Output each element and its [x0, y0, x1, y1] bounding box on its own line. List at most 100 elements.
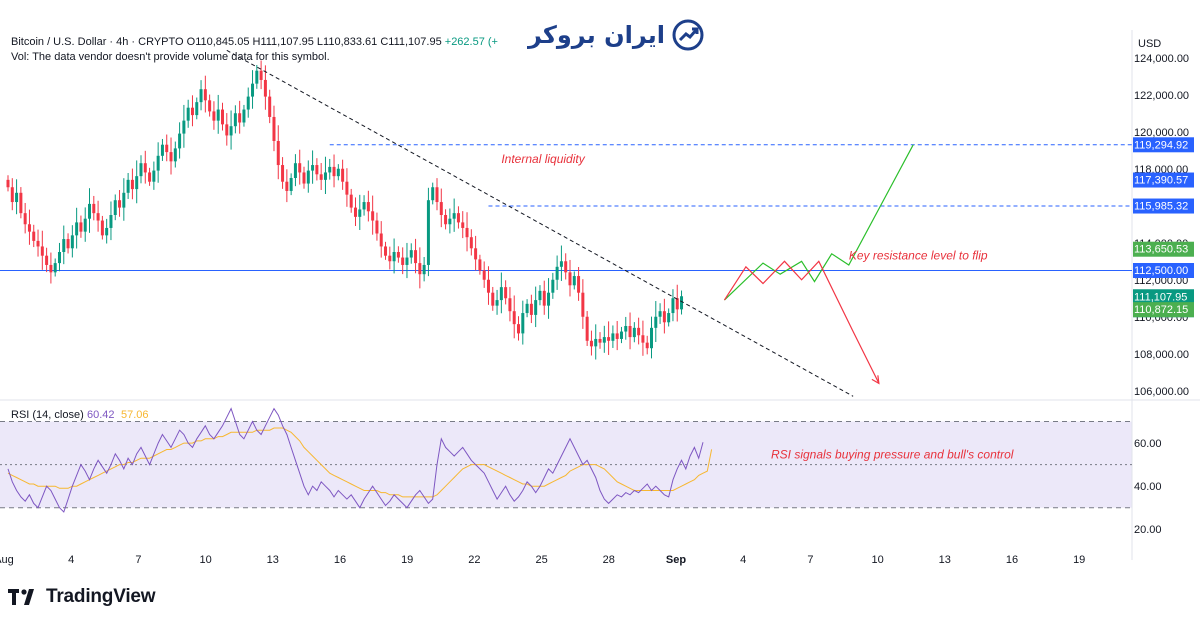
candle-body	[216, 109, 220, 121]
candle-body	[353, 207, 357, 217]
price-tag-label: 111,107.95	[1134, 291, 1187, 303]
rsi-band-lines	[0, 421, 1132, 509]
candle-body	[405, 257, 409, 265]
candle-body	[92, 203, 96, 214]
descending-trendline[interactable]	[226, 49, 854, 397]
candle-body	[675, 298, 679, 310]
candle-body	[568, 272, 572, 286]
candle-body	[435, 187, 439, 203]
candle-body	[615, 333, 619, 339]
candle-body	[130, 179, 134, 190]
rsi-annotation-text[interactable]: RSI signals buying pressure and bull's c…	[771, 448, 1014, 462]
candle-body	[75, 222, 79, 236]
bullish-projection-path[interactable]	[723, 144, 914, 301]
candle-body	[431, 187, 435, 201]
time-tick-label: 16	[1006, 554, 1018, 566]
candle-body	[242, 109, 246, 123]
chart-annotations: Internal liquidity Key resistance level t…	[501, 152, 988, 262]
chart-annotation-text[interactable]: Key resistance level to flip	[849, 248, 988, 262]
candle-body	[366, 202, 370, 212]
watermark-logo: ایران بروکر	[528, 18, 705, 52]
tradingview-branding[interactable]: TradingView	[8, 586, 156, 608]
candle-body	[208, 100, 212, 112]
price-axis[interactable]: 106,000.00108,000.00110,000.00112,000.00…	[1134, 53, 1189, 398]
candle-body	[486, 279, 490, 293]
candle-body	[139, 163, 143, 177]
time-tick-label: 22	[468, 554, 480, 566]
rsi-line	[7, 407, 704, 513]
candle-body	[491, 292, 495, 306]
candle-body	[126, 179, 130, 193]
time-tick-label: 13	[267, 554, 279, 566]
candle-body	[662, 311, 666, 323]
rsi-annotation: RSI signals buying pressure and bull's c…	[771, 448, 1014, 462]
price-tick-label: 124,000.00	[1134, 53, 1189, 65]
price-tag-label: 113,650.53	[1134, 244, 1188, 256]
time-tick-label: 19	[401, 554, 413, 566]
candle-body	[478, 259, 482, 271]
chart-annotation-text[interactable]: Internal liquidity	[501, 152, 585, 166]
candle-body	[641, 335, 645, 343]
price-tag-bg	[1133, 137, 1194, 153]
price-tag-bg	[1133, 172, 1194, 188]
candle-body	[169, 152, 173, 162]
candle-body	[293, 163, 297, 178]
symbol-header[interactable]: Bitcoin / U.S. Dollar · 4h · CRYPTO O110…	[11, 36, 498, 48]
candle-body	[637, 327, 641, 336]
candle-body	[474, 248, 478, 260]
candle-body	[311, 165, 315, 171]
price-tick-label: 122,000.00	[1134, 90, 1189, 102]
candle-body	[285, 181, 289, 191]
candle-body	[199, 89, 203, 103]
bearish-projection-path[interactable]	[723, 260, 880, 384]
time-tick-label: 19	[1073, 554, 1085, 566]
rsi-tick-label: 40.00	[1134, 481, 1162, 493]
price-tag-bg	[1133, 302, 1194, 318]
currency-label[interactable]: USD	[1138, 38, 1161, 50]
candle-body	[401, 257, 405, 265]
candle-body	[504, 287, 508, 299]
candle-body	[160, 144, 164, 156]
candle-body	[152, 170, 156, 182]
rsi-axis[interactable]: 20.00 40.00 60.00	[1134, 438, 1162, 536]
candle-body	[439, 202, 443, 215]
candle-body	[225, 124, 229, 136]
candle-body	[96, 213, 100, 221]
candle-body	[654, 316, 658, 328]
candle-body	[229, 126, 233, 136]
price-tag-label: 117,390.57	[1134, 175, 1188, 187]
time-tick-label: Aug	[0, 554, 14, 566]
candlestick-series	[6, 60, 684, 360]
candle-body	[409, 250, 413, 258]
candle-body	[525, 303, 529, 314]
candle-body	[341, 168, 345, 182]
candle-body	[371, 211, 375, 221]
time-tick-label: 10	[199, 554, 211, 566]
candle-body	[564, 261, 568, 273]
candle-body	[482, 270, 486, 280]
symbol-title[interactable]: Bitcoin / U.S. Dollar · 4h · CRYPTO	[11, 36, 184, 48]
candle-body	[40, 246, 44, 256]
candle-body	[375, 220, 379, 234]
candle-body	[23, 213, 27, 225]
price-tag-label: 119,294.92	[1134, 139, 1188, 151]
time-axis[interactable]: Aug 4 7 10 13 16 19 22 25 28 Sep 4 7 10 13 16 19	[0, 554, 1085, 566]
candle-body	[221, 109, 224, 125]
candle-body	[499, 287, 503, 301]
candle-body	[203, 89, 207, 101]
candle-body	[328, 166, 332, 173]
candle-body	[100, 220, 104, 236]
ohlc-values: O110,845.05 H111,107.95 L110,833.61 C111…	[186, 36, 442, 48]
rsi-tick-label: 60.00	[1134, 438, 1162, 450]
candle-body	[195, 102, 199, 116]
candle-body	[45, 255, 49, 265]
candle-body	[79, 222, 83, 232]
watermark-text: ایران بروکر	[528, 21, 665, 49]
candle-body	[349, 194, 353, 208]
rsi-legend-title[interactable]: RSI (14, close)	[11, 409, 84, 421]
candle-body	[572, 276, 576, 286]
candle-body	[521, 313, 525, 334]
candle-body	[448, 218, 452, 225]
candle-body	[135, 176, 139, 190]
